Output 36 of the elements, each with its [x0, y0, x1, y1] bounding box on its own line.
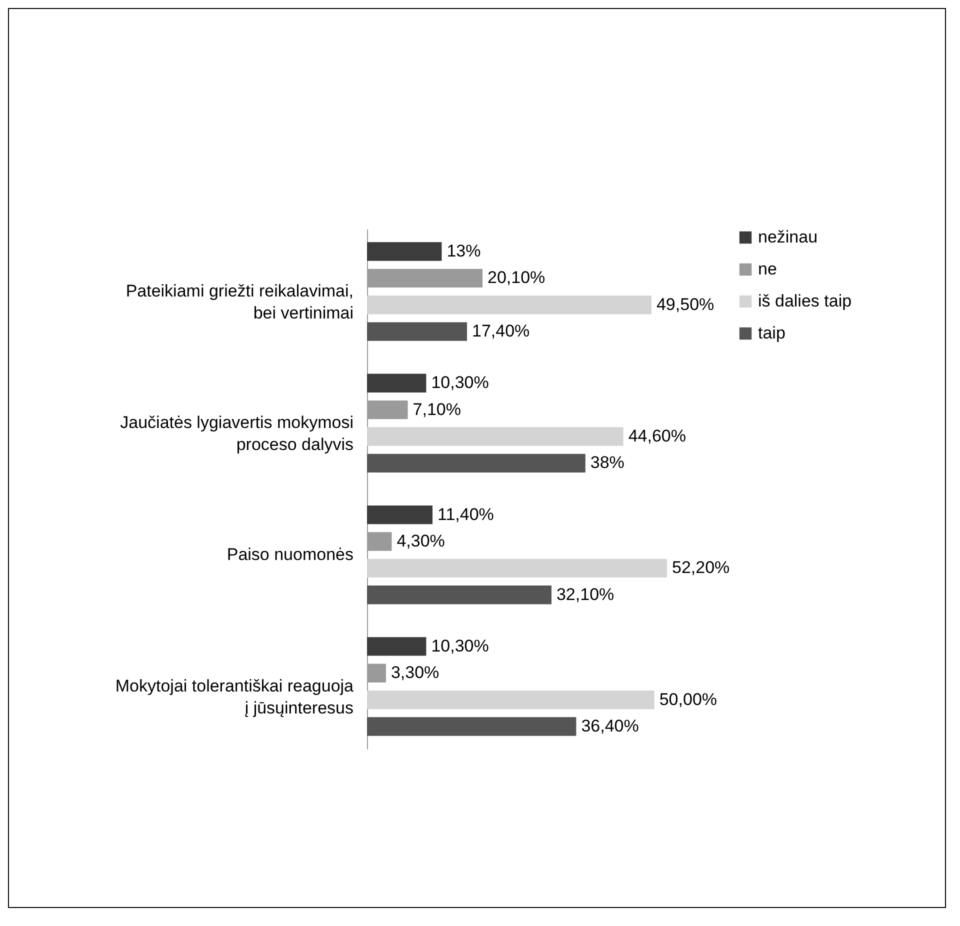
data-label: 38% — [590, 453, 624, 472]
data-label: 52,20% — [672, 558, 730, 578]
legend-label: ne — [758, 260, 777, 278]
y-tick-label: Mokytojai tolerantiškai reaguoja į jūsųinteresus — [115, 676, 354, 718]
y-tick-label: Pateikiami griežti reikalavimai, bei vertinimai — [126, 282, 354, 323]
y-tick-label: Jaučiatės lygiavertis mokymosi proceso dalyvis — [120, 413, 354, 454]
data-label: 13% — [446, 242, 481, 261]
bar — [367, 690, 654, 710]
bar — [367, 558, 667, 578]
data-label: 32,10% — [556, 584, 614, 604]
data-label: 10,30% — [431, 636, 489, 656]
data-label: 20,10% — [488, 268, 546, 288]
bar — [367, 374, 426, 392]
legend-label: iš dalies taip — [758, 292, 852, 310]
data-label: 4,30% — [396, 531, 445, 550]
data-label: 11,40% — [438, 504, 494, 524]
data-label: 7,10% — [412, 400, 462, 419]
data-label: 10,30% — [431, 373, 489, 392]
data-label: 17,40% — [472, 322, 530, 341]
legend-label: taip — [758, 324, 786, 342]
bar — [367, 505, 433, 524]
data-label: 49,50% — [656, 294, 714, 314]
bar — [367, 454, 586, 473]
bar — [367, 296, 652, 314]
bar — [367, 717, 576, 736]
bar — [367, 322, 467, 341]
data-label: 36,40% — [581, 716, 639, 736]
bar — [367, 637, 426, 656]
data-label: 44,60% — [628, 426, 686, 446]
data-label: 3,30% — [390, 663, 440, 682]
y-tick-label: Paiso nuomonės — [226, 544, 354, 564]
bar — [367, 586, 552, 604]
legend-label: nežinau — [758, 228, 818, 246]
bar — [367, 242, 442, 261]
bar — [367, 427, 624, 446]
data-label: 50,00% — [659, 690, 718, 709]
